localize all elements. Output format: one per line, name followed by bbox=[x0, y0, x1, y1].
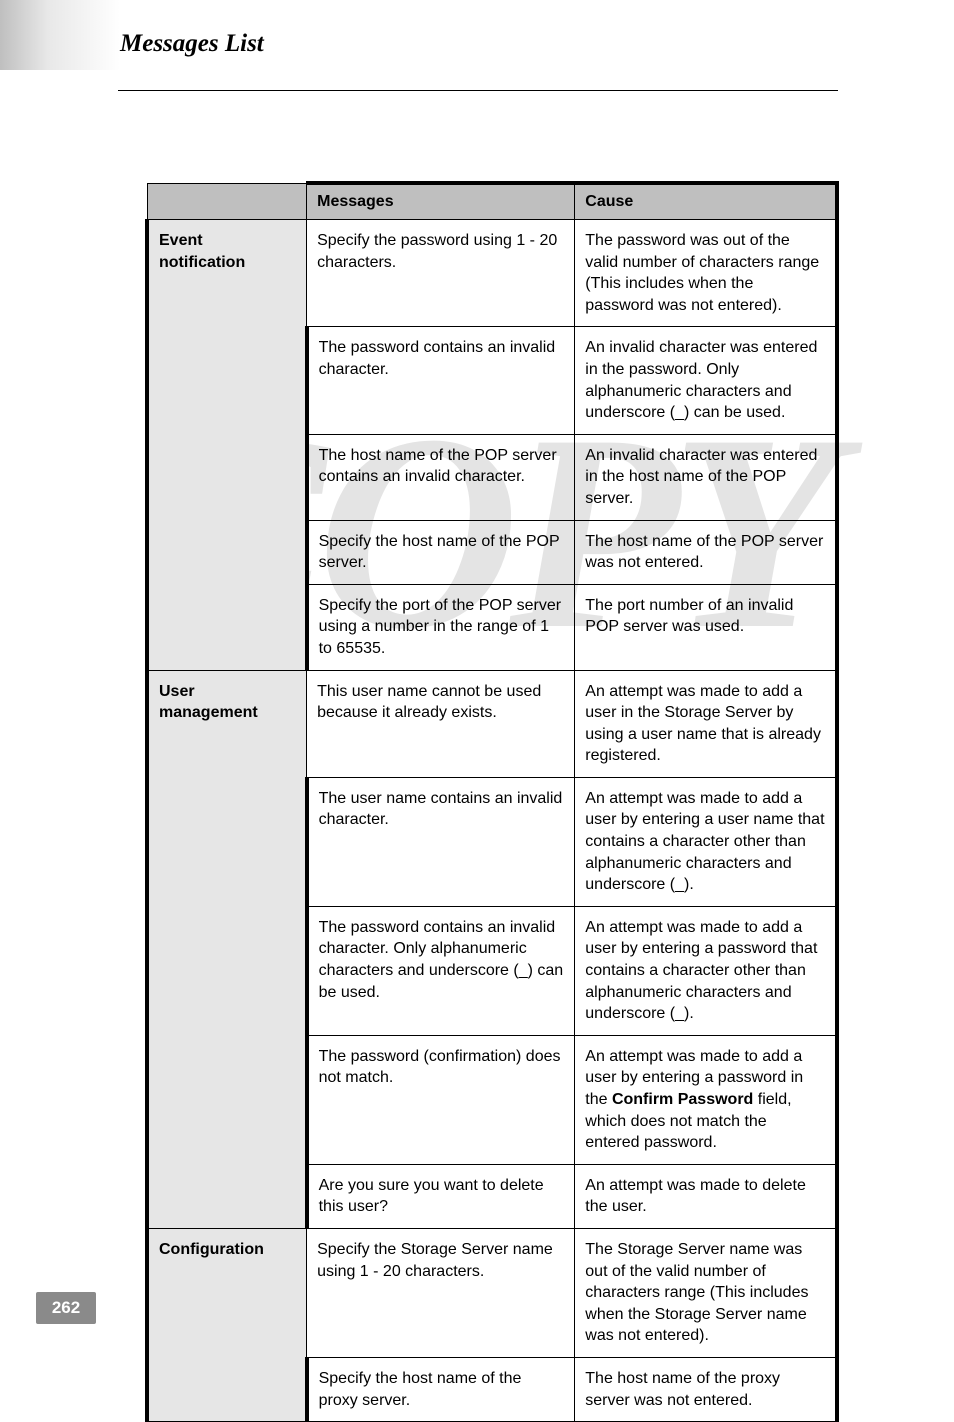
cause-cell: The password was out of the valid number… bbox=[575, 220, 837, 327]
cause-cell: An invalid character was entered in the … bbox=[575, 434, 837, 520]
message-cell: The host name of the POP server contains… bbox=[307, 434, 575, 520]
cause-cell: An attempt was made to add a user in the… bbox=[575, 670, 837, 777]
cause-cell: An attempt was made to add a user by ent… bbox=[575, 906, 837, 1035]
table-header-row: Messages Cause bbox=[147, 183, 837, 220]
messages-table: Messages Cause Event notification Specif… bbox=[145, 181, 839, 1422]
cause-cell: An attempt was made to delete the user. bbox=[575, 1164, 837, 1228]
cause-cell: The host name of the POP server was not … bbox=[575, 520, 837, 584]
header-cause: Cause bbox=[575, 183, 837, 220]
cause-cell: The Storage Server name was out of the v… bbox=[575, 1228, 837, 1357]
header-corner bbox=[147, 183, 307, 220]
page-number-badge: 262 bbox=[36, 1292, 96, 1324]
table-row: Event notification Specify the password … bbox=[147, 220, 837, 327]
message-cell: Specify the host name of the POP server. bbox=[307, 520, 575, 584]
cause-cell: An invalid character was entered in the … bbox=[575, 327, 837, 434]
page-title: Messages List bbox=[120, 30, 264, 58]
cause-cell: An attempt was made to add a user by ent… bbox=[575, 777, 837, 906]
table-row: Configuration Specify the Storage Server… bbox=[147, 1228, 837, 1357]
message-cell: The password (confirmation) does not mat… bbox=[307, 1035, 575, 1164]
cause-cell: An attempt was made to add a user by ent… bbox=[575, 1035, 837, 1164]
cause-bold: Confirm Password bbox=[612, 1091, 753, 1108]
message-cell: Specify the Storage Server name using 1 … bbox=[307, 1228, 575, 1357]
message-cell: The password contains an invalid charact… bbox=[307, 906, 575, 1035]
category-cell: Configuration bbox=[147, 1228, 307, 1421]
cause-cell: The host name of the proxy server was no… bbox=[575, 1357, 837, 1421]
message-cell: Specify the password using 1 - 20 charac… bbox=[307, 220, 575, 327]
page-gradient bbox=[0, 0, 120, 70]
page-number: 262 bbox=[52, 1298, 80, 1318]
message-cell: The user name contains an invalid charac… bbox=[307, 777, 575, 906]
header-divider bbox=[118, 90, 838, 91]
category-cell: User management bbox=[147, 670, 307, 1228]
message-cell: The password contains an invalid charact… bbox=[307, 327, 575, 434]
message-cell: This user name cannot be used because it… bbox=[307, 670, 575, 777]
message-cell: Specify the host name of the proxy serve… bbox=[307, 1357, 575, 1421]
message-cell: Are you sure you want to delete this use… bbox=[307, 1164, 575, 1228]
message-cell: Specify the port of the POP server using… bbox=[307, 584, 575, 670]
header-messages: Messages bbox=[307, 183, 575, 220]
table-row: User management This user name cannot be… bbox=[147, 670, 837, 777]
cause-cell: The port number of an invalid POP server… bbox=[575, 584, 837, 670]
category-cell: Event notification bbox=[147, 220, 307, 671]
